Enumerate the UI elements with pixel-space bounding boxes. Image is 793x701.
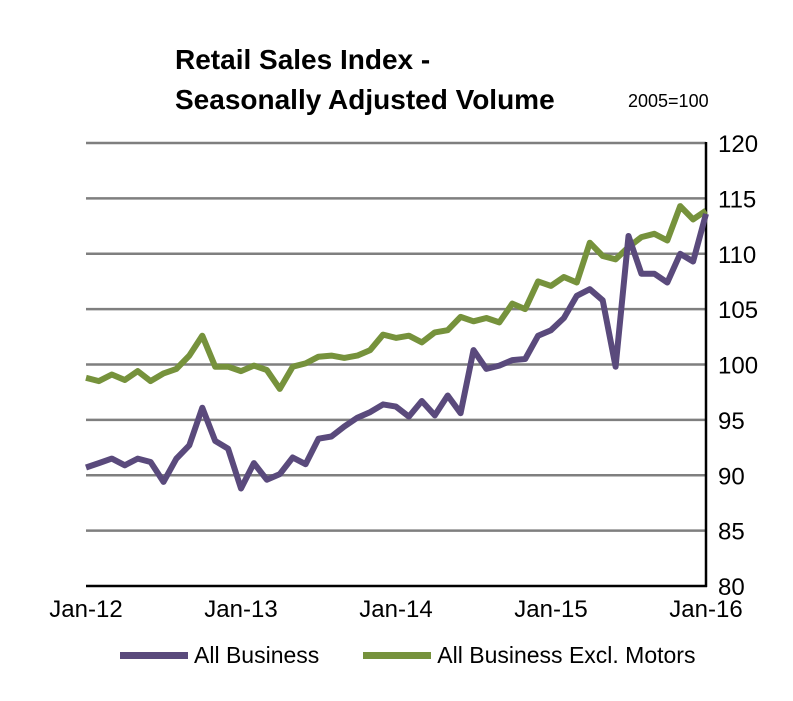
y-tick-label: 80 bbox=[718, 574, 745, 601]
x-tick-label: Jan-13 bbox=[204, 596, 277, 623]
y-tick-label: 100 bbox=[718, 353, 758, 380]
unit-label: 2005=100 bbox=[628, 91, 709, 111]
y-tick-label: 120 bbox=[718, 131, 758, 158]
legend-label: All Business Excl. Motors bbox=[437, 641, 696, 668]
y-tick-label: 85 bbox=[718, 519, 745, 546]
legend-swatch bbox=[120, 651, 188, 659]
series-lines bbox=[85, 203, 709, 492]
legend-item: All Business Excl. Motors bbox=[363, 642, 695, 669]
x-tick-label: Jan-16 bbox=[669, 596, 742, 623]
legend-item: All Business bbox=[120, 642, 319, 669]
legend-swatch bbox=[363, 651, 432, 659]
y-tick-label: 95 bbox=[718, 408, 745, 435]
x-tick-label: Jan-12 bbox=[49, 596, 122, 623]
y-tick-label: 115 bbox=[718, 186, 756, 213]
chart-title: Retail Sales Index - Seasonally Adjusted… bbox=[175, 40, 555, 120]
legend: All Business All Business Excl. Motors bbox=[120, 640, 695, 670]
x-axis-tick-labels: Jan-12 Jan-13 Jan-14 Jan-15 Jan-16 bbox=[49, 596, 742, 623]
y-tick-label: 105 bbox=[718, 297, 758, 324]
chart-title-line-1: Retail Sales Index - bbox=[175, 44, 431, 75]
series-line-0 bbox=[85, 213, 709, 492]
x-tick-label: Jan-15 bbox=[514, 596, 587, 623]
y-tick-label: 90 bbox=[718, 463, 745, 490]
y-tick-label: 110 bbox=[718, 242, 756, 269]
chart-title-line-2: Seasonally Adjusted Volume bbox=[175, 84, 555, 115]
legend-label: All Business bbox=[194, 641, 320, 668]
x-tick-label: Jan-14 bbox=[359, 596, 432, 623]
y-axis-tick-labels: 120 115 110 105 100 95 90 85 80 bbox=[718, 131, 758, 601]
gridlines bbox=[86, 141, 706, 532]
series-line-1 bbox=[85, 203, 708, 392]
